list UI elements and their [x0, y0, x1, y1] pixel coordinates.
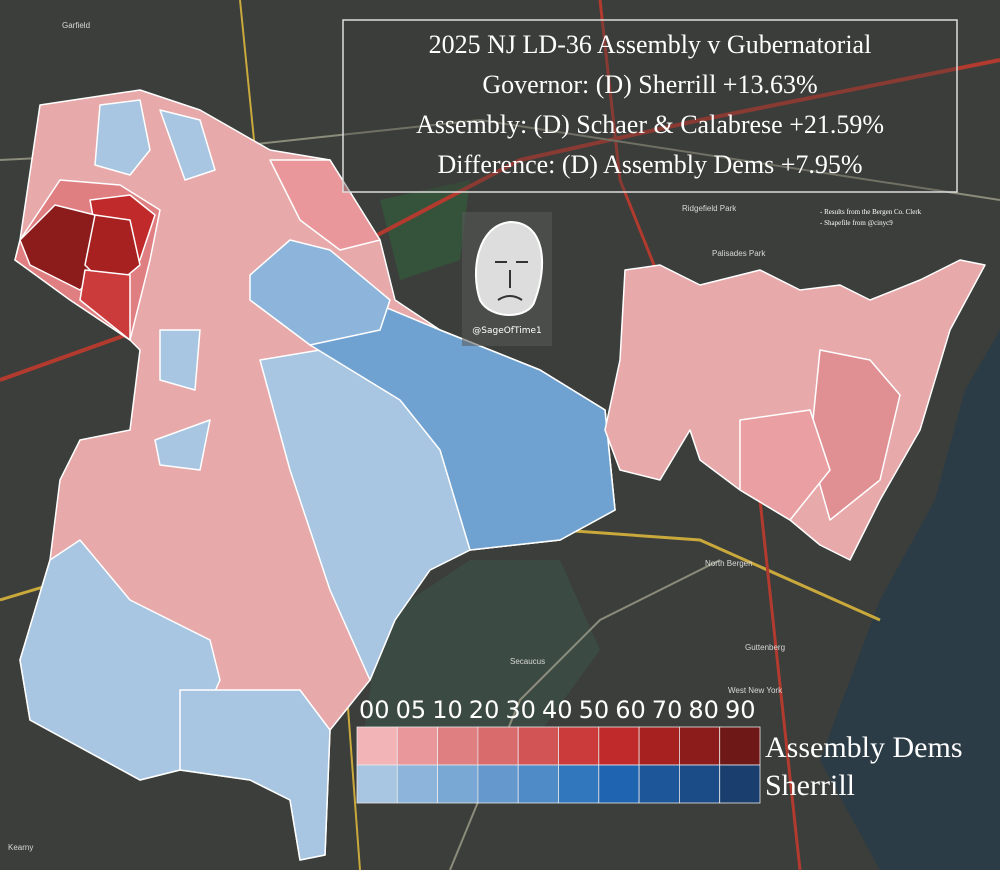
- legend: 00 05 10 20 30 40 50 60 70 80 90 Assembly Dems Sherr…: [356, 696, 963, 804]
- legend-label: 70: [652, 696, 683, 724]
- legend-swatch: [558, 764, 600, 804]
- legend-swatch: [598, 764, 640, 804]
- legend-label: 00: [359, 696, 390, 724]
- title-line: Governor: (D) Sherrill +13.63%: [482, 70, 817, 99]
- legend-label: 90: [725, 696, 756, 724]
- place-label: Secaucus: [510, 657, 545, 666]
- legend-swatch: [638, 764, 680, 804]
- legend-swatch: [638, 726, 680, 766]
- place-label: Guttenberg: [745, 643, 785, 652]
- legend-swatch: [558, 726, 600, 766]
- legend-swatch: [517, 726, 559, 766]
- legend-label: 80: [688, 696, 719, 724]
- legend-swatch: [477, 764, 519, 804]
- place-label: Ridgefield Park: [682, 204, 737, 213]
- legend-swatch: [396, 726, 438, 766]
- legend-swatch: [356, 726, 398, 766]
- title-line: Difference: (D) Assembly Dems +7.95%: [437, 150, 862, 179]
- legend-label: 60: [615, 696, 646, 724]
- place-label: North Bergen: [705, 559, 753, 568]
- legend-label: 20: [469, 696, 500, 724]
- source-note: - Shapefile from @cinyc9: [820, 219, 893, 227]
- watermark: @SageOfTime1: [462, 212, 552, 346]
- place-label: West New York: [728, 686, 783, 695]
- place-label: Palisades Park: [712, 249, 766, 258]
- place-labels: Garfield Ridgefield Park Palisades Park …: [8, 21, 785, 852]
- legend-label: 50: [579, 696, 610, 724]
- legend-swatch: [437, 726, 479, 766]
- legend-swatch: [598, 726, 640, 766]
- title-box: 2025 NJ LD-36 Assembly v Gubernatorial G…: [342, 19, 958, 193]
- watermark-text: @SageOfTime1: [472, 326, 541, 336]
- legend-row-label: Sherrill: [765, 769, 855, 802]
- district-west: [14, 89, 616, 861]
- place-label: Garfield: [62, 21, 90, 30]
- legend-swatch: [396, 764, 438, 804]
- legend-swatch: [719, 726, 761, 766]
- source-note: - Results from the Bergen Co. Clerk: [820, 208, 922, 216]
- legend-swatch: [437, 764, 479, 804]
- legend-label: 30: [505, 696, 536, 724]
- title-line: 2025 NJ LD-36 Assembly v Gubernatorial: [429, 30, 872, 59]
- legend-swatch: [679, 726, 721, 766]
- district-east: [604, 259, 986, 561]
- legend-swatch: [719, 764, 761, 804]
- legend-label: 10: [432, 696, 463, 724]
- legend-swatch: [356, 764, 398, 804]
- legend-swatch: [679, 764, 721, 804]
- legend-label: 40: [542, 696, 573, 724]
- place-label: Kearny: [8, 843, 33, 852]
- legend-label: 05: [396, 696, 427, 724]
- legend-row-label: Assembly Dems: [765, 731, 963, 764]
- legend-swatch: [517, 764, 559, 804]
- title-line: Assembly: (D) Schaer & Calabrese +21.59%: [416, 110, 884, 139]
- legend-swatch: [477, 726, 519, 766]
